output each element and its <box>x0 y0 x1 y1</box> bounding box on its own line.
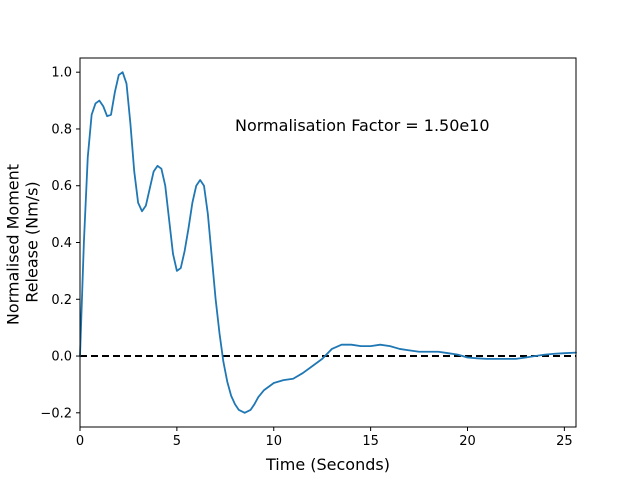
x-tick-label: 10 <box>265 434 282 449</box>
y-axis-ticks: −0.2 0.0 0.2 0.4 0.6 0.8 1.0 <box>40 66 80 421</box>
y-tick-label: 0.4 <box>51 236 72 251</box>
y-axis-title-line-2: Release (Nm/s) <box>23 181 42 302</box>
y-tick-label: 1.0 <box>51 66 72 81</box>
y-axis-title: Normalised Moment Release (Nm/s) <box>3 159 41 325</box>
plot-area <box>79 71 577 414</box>
y-tick-label: −0.2 <box>40 406 72 421</box>
x-axis-ticks: 0 5 10 15 20 25 <box>76 427 573 449</box>
y-tick-label: 0.6 <box>51 179 72 194</box>
x-tick-label: 15 <box>362 434 379 449</box>
x-axis-title: Time (Seconds) <box>265 455 390 474</box>
normalisation-annotation: Normalisation Factor = 1.50e10 <box>235 116 490 135</box>
plot-frame <box>79 57 577 428</box>
series-line-0 <box>79 71 577 414</box>
x-tick-label: 20 <box>459 434 476 449</box>
x-tick-label: 5 <box>173 434 181 449</box>
y-tick-label: 0.2 <box>51 293 72 308</box>
y-tick-label: 0.0 <box>51 350 72 365</box>
y-tick-label: 0.8 <box>51 122 72 137</box>
x-tick-label: 0 <box>76 434 84 449</box>
y-axis-title-line-1: Normalised Moment <box>3 164 22 325</box>
x-tick-label: 25 <box>556 434 573 449</box>
